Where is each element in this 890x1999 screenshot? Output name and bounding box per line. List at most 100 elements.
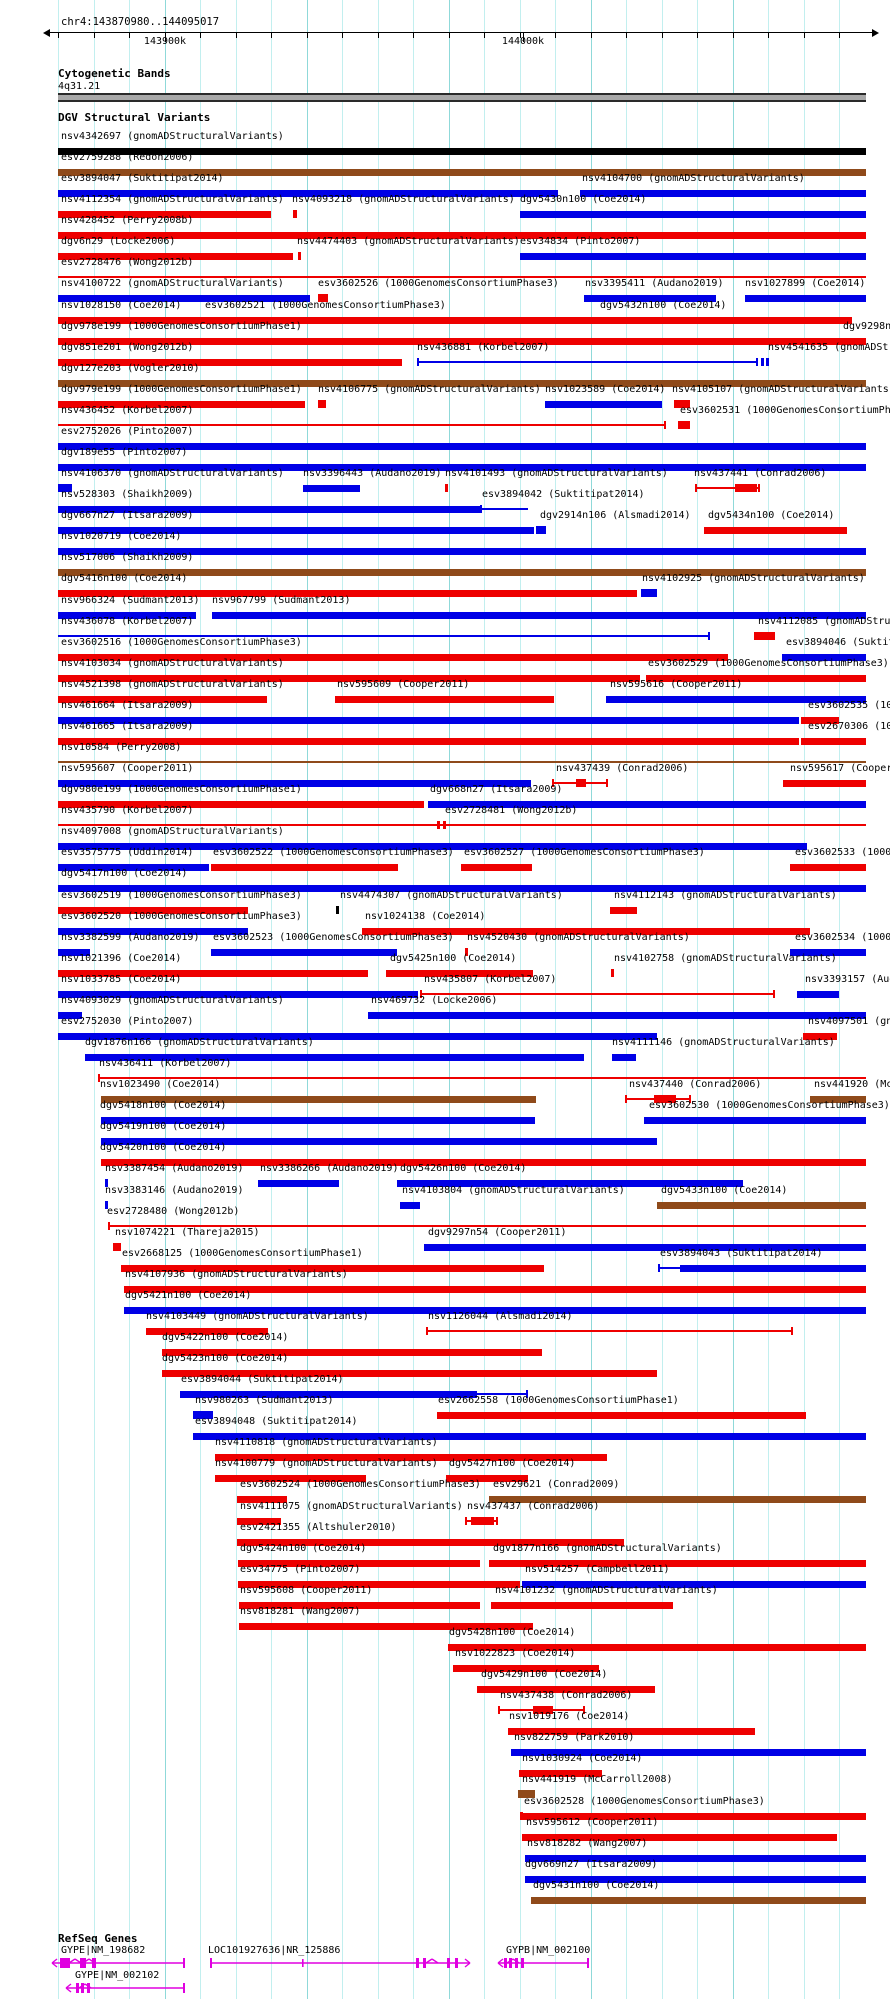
- variant-bar[interactable]: [491, 1602, 673, 1609]
- variant-tick[interactable]: [520, 1812, 523, 1820]
- variant-range-tick-left[interactable]: [98, 1074, 100, 1082]
- variant-bar[interactable]: [58, 949, 90, 956]
- variant-bar[interactable]: [58, 590, 637, 597]
- variant-tick[interactable]: [437, 821, 440, 829]
- variant-bar[interactable]: [400, 1202, 420, 1209]
- variant-bar[interactable]: [790, 864, 866, 871]
- variant-bar[interactable]: [657, 1202, 866, 1209]
- variant-bar[interactable]: [58, 401, 305, 408]
- variant-bar[interactable]: [612, 1054, 636, 1061]
- cytoband-bar[interactable]: [58, 93, 866, 102]
- variant-bar[interactable]: [386, 970, 533, 977]
- variant-bar[interactable]: [428, 801, 866, 808]
- variant-range-box[interactable]: [471, 1517, 494, 1525]
- variant-box[interactable]: [518, 1790, 535, 1798]
- variant-bar[interactable]: [101, 1096, 536, 1103]
- variant-bar[interactable]: [446, 1475, 528, 1482]
- variant-bar[interactable]: [58, 654, 728, 661]
- variant-range-tick-right[interactable]: [708, 632, 710, 640]
- variant-bar[interactable]: [237, 1539, 624, 1546]
- variant-range-line[interactable]: [420, 993, 775, 995]
- variant-bar[interactable]: [362, 928, 810, 935]
- variant-bar[interactable]: [489, 1496, 866, 1503]
- variant-bar[interactable]: [461, 864, 532, 871]
- variant-range-tick-right[interactable]: [758, 484, 760, 492]
- variant-bar[interactable]: [58, 864, 209, 871]
- variant-bar[interactable]: [335, 696, 554, 703]
- variant-bar[interactable]: [745, 295, 866, 302]
- variant-range-tick-right[interactable]: [773, 990, 775, 998]
- variant-bar[interactable]: [193, 1433, 866, 1440]
- variant-range-tick-right[interactable]: [526, 1390, 528, 1398]
- variant-bar[interactable]: [58, 675, 640, 682]
- variant-range-tick-left[interactable]: [108, 1222, 110, 1230]
- variant-range-tick-left[interactable]: [420, 990, 422, 998]
- variant-box[interactable]: [113, 1243, 121, 1251]
- variant-bar[interactable]: [644, 1117, 866, 1124]
- variant-range-box[interactable]: [735, 484, 757, 492]
- variant-tick[interactable]: [766, 358, 769, 366]
- variant-bar[interactable]: [790, 949, 866, 956]
- variant-bar[interactable]: [522, 1813, 866, 1820]
- variant-line[interactable]: [58, 761, 866, 763]
- variant-range-line[interactable]: [417, 361, 758, 363]
- variant-range-line[interactable]: [58, 635, 710, 637]
- variant-line[interactable]: [58, 276, 866, 278]
- variant-range-tick-left[interactable]: [552, 779, 554, 787]
- variant-bar[interactable]: [212, 612, 866, 619]
- variant-range-tick-right[interactable]: [664, 421, 666, 429]
- variant-box[interactable]: [641, 589, 657, 597]
- variant-bar[interactable]: [58, 211, 271, 218]
- gene-model[interactable]: [488, 1954, 598, 1972]
- variant-tick[interactable]: [611, 969, 614, 977]
- variant-bar[interactable]: [610, 907, 637, 914]
- variant-bar[interactable]: [211, 864, 398, 871]
- variant-box[interactable]: [754, 632, 775, 640]
- variant-bar[interactable]: [437, 1412, 806, 1419]
- variant-bar[interactable]: [239, 1623, 533, 1630]
- variant-bar[interactable]: [782, 654, 866, 661]
- variant-bar[interactable]: [397, 1180, 743, 1187]
- variant-bar[interactable]: [146, 1328, 268, 1335]
- variant-bar[interactable]: [58, 148, 866, 155]
- variant-bar[interactable]: [58, 190, 558, 197]
- variant-bar[interactable]: [519, 1770, 602, 1777]
- variant-bar[interactable]: [58, 232, 866, 239]
- variant-bar[interactable]: [303, 485, 360, 492]
- variant-bar[interactable]: [58, 317, 852, 324]
- variant-bar[interactable]: [680, 1265, 866, 1272]
- variant-bar[interactable]: [58, 443, 866, 450]
- variant-bar[interactable]: [58, 548, 866, 555]
- variant-bar[interactable]: [58, 380, 866, 387]
- variant-bar[interactable]: [101, 1138, 657, 1145]
- variant-box[interactable]: [318, 400, 326, 408]
- variant-range-tick-right[interactable]: [496, 1517, 498, 1525]
- variant-bar[interactable]: [238, 1581, 520, 1588]
- variant-bar[interactable]: [522, 1834, 837, 1841]
- variant-tick[interactable]: [105, 1179, 108, 1187]
- variant-bar[interactable]: [810, 1096, 866, 1103]
- variant-bar[interactable]: [520, 253, 866, 260]
- variant-bar[interactable]: [239, 1602, 480, 1609]
- variant-range-tick-left[interactable]: [695, 484, 697, 492]
- gene-model[interactable]: [200, 1954, 480, 1972]
- variant-line[interactable]: [58, 824, 866, 826]
- variant-bar[interactable]: [58, 738, 799, 745]
- variant-range-tick-left[interactable]: [417, 358, 419, 366]
- variant-bar[interactable]: [58, 991, 418, 998]
- variant-bar[interactable]: [448, 1644, 866, 1651]
- variant-bar[interactable]: [58, 885, 866, 892]
- variant-bar[interactable]: [121, 1265, 544, 1272]
- variant-bar[interactable]: [162, 1370, 657, 1377]
- variant-bar[interactable]: [58, 569, 866, 576]
- variant-bar[interactable]: [646, 675, 866, 682]
- variant-tick[interactable]: [445, 484, 448, 492]
- variant-bar[interactable]: [258, 1180, 339, 1187]
- variant-range-line[interactable]: [480, 508, 528, 510]
- variant-bar[interactable]: [453, 1665, 599, 1672]
- variant-bar[interactable]: [511, 1749, 866, 1756]
- variant-tick[interactable]: [761, 358, 764, 366]
- variant-bar[interactable]: [58, 843, 807, 850]
- variant-range-tick-right[interactable]: [791, 1327, 793, 1335]
- variant-bar[interactable]: [237, 1496, 287, 1503]
